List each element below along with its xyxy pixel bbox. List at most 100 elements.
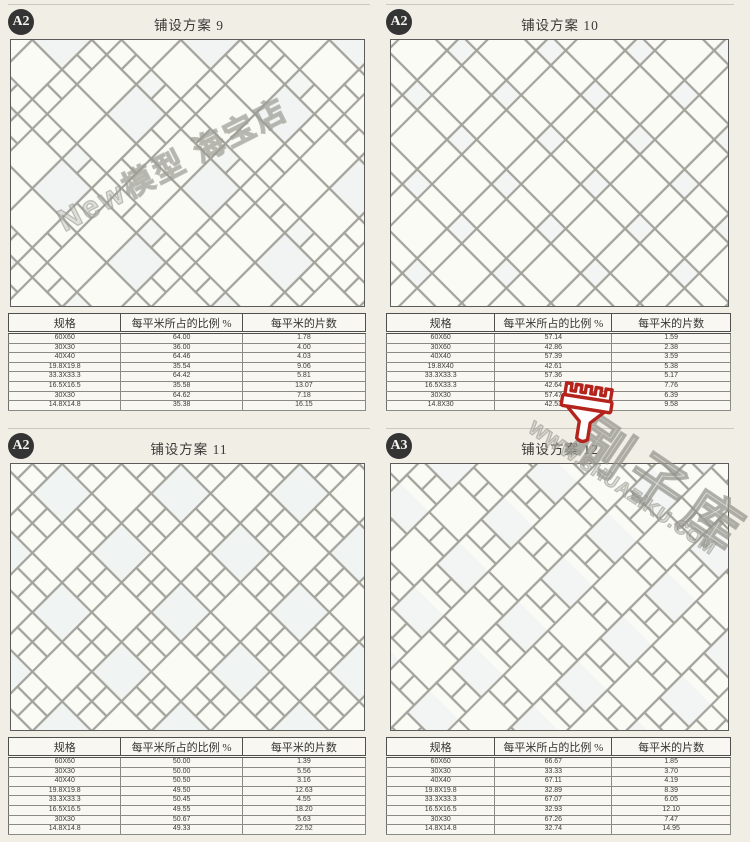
pieces-cell: 1.85: [611, 756, 731, 768]
pieces-cell: 7.18: [241, 390, 367, 402]
column-header-ratio: 每平米所占的比例 %: [494, 313, 613, 334]
column-header-spec: 规格: [7, 313, 122, 334]
pieces-cell: 6.05: [611, 795, 731, 806]
spec-cell: 14.8X30: [385, 400, 496, 411]
table-row: 19.8X19.8 49.50 12.63: [7, 785, 367, 797]
format-badge: A3: [386, 433, 412, 459]
pieces-cell: 2.38: [611, 342, 731, 354]
spec-cell: 19.8X19.8: [385, 785, 496, 797]
table-row: 60X60 64.00 1.78: [7, 332, 367, 344]
ratio-cell: 57.14: [494, 332, 613, 344]
table-row: 60X60 50.00 1.39: [7, 756, 367, 768]
column-header-spec: 规格: [385, 313, 496, 334]
tile-pattern-12-svg: [391, 464, 728, 730]
ratio-cell: 32.93: [494, 804, 613, 816]
spec-cell: 40X40: [385, 776, 496, 787]
ratio-cell: 64.46: [120, 352, 243, 363]
table-row: 33.3X33.3 67.07 6.05: [385, 795, 731, 806]
tile-pattern-diagram: [10, 39, 365, 307]
spec-cell: 30X30: [385, 766, 496, 778]
pieces-cell: 12.10: [611, 804, 731, 816]
spec-cell: 14.8X14.8: [7, 400, 122, 411]
ratio-cell: 66.67: [494, 756, 613, 768]
ratio-cell: 50.67: [120, 814, 243, 826]
ratio-cell: 64.00: [120, 332, 243, 344]
spec-cell: 33.3X33.3: [385, 795, 496, 806]
plan-panel-11: A2 铺设方案 11 规格 每平米所占的比例 % 每平米的片数 60X60 50.…: [7, 428, 370, 835]
pieces-cell: 7.47: [611, 814, 731, 826]
ratio-cell: 67.11: [494, 776, 613, 787]
spec-table: 规格 每平米所占的比例 % 每平米的片数 60X60 50.00 1.39 30X30…: [7, 737, 367, 835]
table-row: 33.3X33.3 57.36 5.17: [385, 371, 731, 382]
spec-cell: 40X40: [7, 776, 122, 787]
table-row: 40X40 64.46 4.03: [7, 352, 367, 363]
spec-cell: 40X40: [385, 352, 496, 363]
plan-title: 铺设方案 11: [150, 442, 228, 457]
table-row: 40X40 57.39 3.59: [385, 352, 731, 363]
pieces-cell: 4.00: [241, 342, 367, 354]
tile-pattern-9-svg: [11, 40, 364, 306]
ratio-cell: 35.54: [120, 361, 243, 373]
spec-cell: 16.5X16.5: [385, 804, 496, 816]
pieces-cell: 4.55: [241, 795, 367, 806]
pieces-cell: 1.78: [241, 332, 367, 344]
spec-cell: 60X60: [7, 756, 122, 768]
ratio-cell: 35.38: [120, 400, 243, 411]
column-header-pieces: 每平米的片数: [241, 737, 367, 758]
pieces-cell: 6.39: [611, 390, 731, 402]
ratio-cell: 49.33: [120, 824, 243, 835]
table-row: 30X30 67.26 7.47: [385, 814, 731, 826]
spec-cell: 16.5X16.5: [7, 804, 122, 816]
table-row: 40X40 50.50 3.16: [7, 776, 367, 787]
column-header-pieces: 每平米的片数: [611, 313, 731, 334]
spec-cell: 19.8X19.8: [7, 361, 122, 373]
table-row: 30X30 33.33 3.70: [385, 766, 731, 778]
ratio-cell: 42.86: [494, 342, 613, 354]
pieces-cell: 3.59: [611, 352, 731, 363]
spec-cell: 30X30: [7, 342, 122, 354]
column-header-ratio: 每平米所占的比例 %: [120, 737, 243, 758]
table-row: 30X30 50.00 5.56: [7, 766, 367, 778]
ratio-cell: 33.33: [494, 766, 613, 778]
pieces-cell: 8.39: [611, 785, 731, 797]
spec-cell: 40X40: [7, 352, 122, 363]
pieces-cell: 14.95: [611, 824, 731, 835]
table-row: 30X60 42.86 2.38: [385, 342, 731, 354]
ratio-cell: 64.62: [120, 390, 243, 402]
pieces-cell: 1.39: [241, 756, 367, 768]
pieces-cell: 7.76: [611, 380, 731, 392]
tile-pattern-10-svg: [391, 40, 728, 306]
pieces-cell: 12.63: [241, 785, 367, 797]
plan-title: 铺设方案 9: [153, 18, 225, 33]
plan-title: 铺设方案 12: [521, 442, 599, 457]
table-row: 14.8X14.8 35.38 16.15: [7, 400, 367, 411]
pieces-cell: 5.17: [611, 371, 731, 382]
spec-cell: 30X30: [385, 390, 496, 402]
pieces-cell: 4.19: [611, 776, 731, 787]
spec-cell: 60X60: [7, 332, 122, 344]
table-row: 16.5X16.5 49.55 18.20: [7, 804, 367, 816]
spec-cell: 60X60: [385, 756, 496, 768]
ratio-cell: 35.58: [120, 380, 243, 392]
ratio-cell: 64.42: [120, 371, 243, 382]
spec-cell: 16.5X16.5: [7, 380, 122, 392]
table-row: 19.8X19.8 32.89 8.39: [385, 785, 731, 797]
table-row: 60X60 66.67 1.85: [385, 756, 731, 768]
tile-pattern-11-svg: [11, 464, 364, 730]
table-row: 14.8X30 42.53 9.58: [385, 400, 731, 411]
ratio-cell: 50.00: [120, 766, 243, 778]
column-header-pieces: 每平米的片数: [241, 313, 367, 334]
pieces-cell: 5.56: [241, 766, 367, 778]
spec-cell: 16.5X33.3: [385, 380, 496, 392]
table-row: 30X30 64.62 7.18: [7, 390, 367, 402]
spec-table: 规格 每平米所占的比例 % 每平米的片数 60X60 66.67 1.85 30X30…: [385, 737, 731, 835]
ratio-cell: 32.89: [494, 785, 613, 797]
format-badge: A2: [8, 433, 34, 459]
tile-pattern-diagram: [390, 39, 729, 307]
format-badge: A2: [8, 9, 34, 35]
ratio-cell: 32.74: [494, 824, 613, 835]
pieces-cell: 22.52: [241, 824, 367, 835]
table-row: 30X30 36.00 4.00: [7, 342, 367, 354]
spec-cell: 30X30: [7, 814, 122, 826]
